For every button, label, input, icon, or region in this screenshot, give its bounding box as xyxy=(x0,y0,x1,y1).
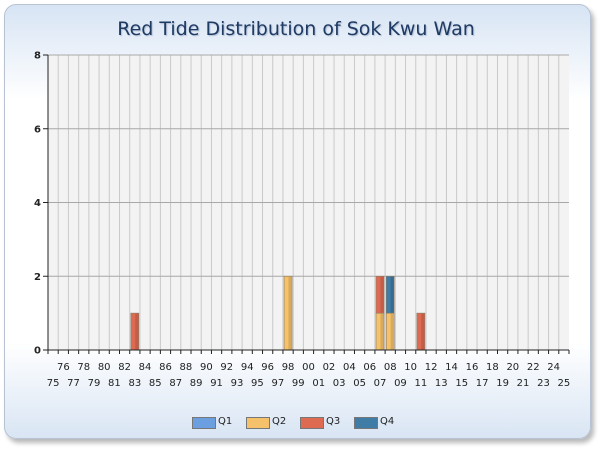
x-tick-label: 17 xyxy=(476,378,489,389)
x-tick-label: 15 xyxy=(455,378,468,389)
x-tick-label: 99 xyxy=(292,378,305,389)
bar-shade xyxy=(390,313,394,350)
x-tick-label: 83 xyxy=(128,378,141,389)
x-tick-label: 25 xyxy=(558,378,571,389)
x-tick-label: 90 xyxy=(200,362,213,373)
x-tick-label: 12 xyxy=(425,362,438,373)
x-tick-label: 79 xyxy=(88,378,101,389)
x-tick-label: 88 xyxy=(180,362,193,373)
legend-label: Q1 xyxy=(218,416,233,427)
x-tick-label: 00 xyxy=(302,362,315,373)
legend-label: Q4 xyxy=(380,416,395,427)
bar-shade xyxy=(380,276,384,313)
x-tick-label: 02 xyxy=(323,362,336,373)
bar-q3-07 xyxy=(375,275,385,314)
x-tick-label: 98 xyxy=(282,362,295,373)
legend-label: Q2 xyxy=(272,416,287,427)
x-tick-label: 84 xyxy=(139,362,152,373)
x-tick-label: 09 xyxy=(394,378,407,389)
legend-swatch xyxy=(246,417,270,429)
x-tick-label: 23 xyxy=(537,378,550,389)
x-tick-label: 86 xyxy=(159,362,172,373)
y-tick-label: 2 xyxy=(34,272,41,283)
x-tick-label: 20 xyxy=(506,362,519,373)
x-tick-label: 78 xyxy=(77,362,90,373)
y-tick-label: 0 xyxy=(34,346,41,357)
chart-legend: Q1 Q2 Q3 Q4 xyxy=(0,414,600,430)
x-tick-label: 24 xyxy=(547,362,560,373)
x-tick-label: 75 xyxy=(47,378,60,389)
x-tick-label: 94 xyxy=(241,362,254,373)
x-tick-label: 91 xyxy=(210,378,223,389)
x-tick-label: 82 xyxy=(118,362,131,373)
x-tick-label: 81 xyxy=(108,378,121,389)
x-tick-label: 97 xyxy=(271,378,284,389)
x-tick-label: 89 xyxy=(190,378,203,389)
x-tick-label: 18 xyxy=(486,362,499,373)
x-tick-label: 87 xyxy=(169,378,182,389)
x-tick-label: 77 xyxy=(67,378,80,389)
legend-label: Q3 xyxy=(326,416,341,427)
bar-q4-08 xyxy=(385,275,395,314)
x-tick-label: 07 xyxy=(374,378,387,389)
x-tick-label: 04 xyxy=(343,362,356,373)
x-tick-label: 08 xyxy=(384,362,397,373)
x-tick-label: 76 xyxy=(57,362,70,373)
x-tick-label: 80 xyxy=(98,362,111,373)
x-tick-label: 03 xyxy=(333,378,346,389)
y-tick-label: 4 xyxy=(34,198,41,209)
x-tick-label: 13 xyxy=(435,378,448,389)
x-tick-label: 92 xyxy=(220,362,233,373)
y-tick-label: 6 xyxy=(34,124,41,135)
x-tick-label: 01 xyxy=(312,378,325,389)
x-tick-label: 16 xyxy=(466,362,479,373)
x-tick-label: 10 xyxy=(404,362,417,373)
x-tick-label: 21 xyxy=(517,378,530,389)
legend-swatch xyxy=(354,417,378,429)
bar-shade xyxy=(288,276,292,350)
chart-title: Red Tide Distribution of Sok Kwu Wan xyxy=(117,18,475,40)
x-tick-label: 85 xyxy=(149,378,162,389)
y-tick-label: 8 xyxy=(34,51,41,62)
x-tick-label: 14 xyxy=(445,362,458,373)
bar-shade xyxy=(135,313,139,350)
bar-shade xyxy=(421,313,425,350)
x-tick-label: 93 xyxy=(231,378,244,389)
x-tick-label: 19 xyxy=(496,378,509,389)
x-tick-label: 95 xyxy=(251,378,264,389)
bar-shade xyxy=(380,313,384,350)
legend-swatch xyxy=(300,417,324,429)
x-tick-label: 96 xyxy=(261,362,274,373)
bar-shade xyxy=(390,276,394,313)
x-tick-label: 06 xyxy=(363,362,376,373)
x-tick-label: 22 xyxy=(527,362,540,373)
x-tick-label: 05 xyxy=(353,378,366,389)
legend-swatch xyxy=(192,417,216,429)
x-tick-label: 11 xyxy=(415,378,428,389)
